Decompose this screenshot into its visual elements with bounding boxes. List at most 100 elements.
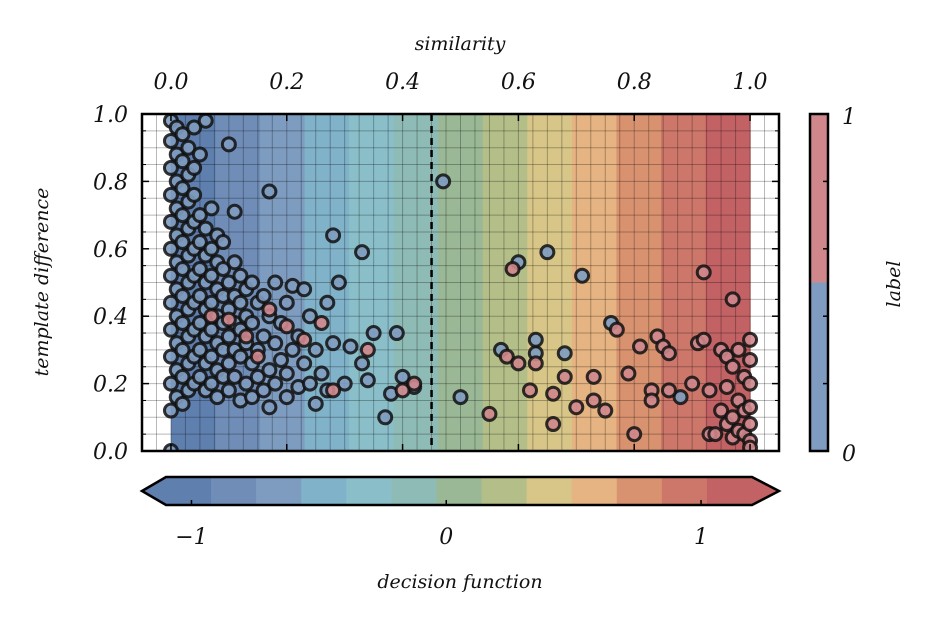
data-point-label-0 [278,389,295,406]
data-point-label-1 [498,348,515,365]
data-point-label-0 [249,368,266,385]
data-point-label-1 [730,341,747,358]
data-point-label-0 [174,207,191,224]
data-point-label-0 [174,314,191,331]
data-point-label-0 [186,159,203,176]
y-tick-label: 0.2 [93,373,128,398]
data-point-label-1 [585,368,602,385]
y-tick-label: 0.0 [93,440,128,465]
data-point-label-0 [574,267,591,284]
decision-colorbar-segment [706,477,753,505]
data-point-label-0 [342,338,359,355]
data-point-label-0 [174,287,191,304]
data-point-label-0 [220,355,237,372]
decision-colorbar-segment [436,477,483,505]
data-point-label-1 [585,392,602,409]
data-point-label-0 [197,114,214,129]
data-point-label-0 [186,186,203,203]
data-point-label-0 [452,389,469,406]
data-point-label-0 [174,395,191,412]
label-colorbar-segment-1 [810,114,828,283]
data-point-label-0 [672,389,689,406]
data-point-label-0 [220,274,237,291]
data-point-label-1 [278,318,295,335]
data-point-label-0 [330,274,347,291]
decision-colorbar-extend-low [142,477,166,505]
data-point-label-0 [226,368,243,385]
data-point-label-1 [394,382,411,399]
data-point-label-0 [220,382,237,399]
data-point-label-1 [510,355,527,372]
data-point-label-0 [267,375,284,392]
data-point-label-1 [313,314,330,331]
decision-colorbar-title: decision function [377,571,542,593]
data-point-label-1 [695,331,712,348]
data-point-label-0 [174,341,191,358]
decision-colorbar-segment [661,477,708,505]
data-point-label-0 [180,139,197,156]
data-point-label-0 [267,335,284,352]
top-axis-label: similarity [415,33,506,55]
data-point-label-0 [261,362,278,379]
data-point-label-1 [707,426,724,443]
data-point-label-0 [203,348,220,365]
data-point-label-0 [354,355,371,372]
y-tick-label: 1.0 [93,103,128,128]
label-colorbar-tick-label: 1 [842,105,856,130]
x-tick-label: 0.8 [617,70,652,95]
data-point-label-0 [197,220,214,237]
data-point-label-1 [620,365,637,382]
decision-colorbar-segment [391,477,438,505]
data-point-label-1 [643,392,660,409]
data-point-label-0 [307,395,324,412]
data-point-label-0 [162,375,179,392]
x-tick-label: 0.2 [269,70,304,95]
data-point-label-0 [377,409,394,426]
data-point-label-1 [220,311,237,328]
data-point-label-1 [608,321,625,338]
data-point-label-0 [267,274,284,291]
decision-colorbar-segment [526,477,573,505]
data-point-label-1 [556,368,573,385]
data-point-label-0 [174,234,191,251]
data-point-label-0 [255,328,272,345]
data-point-label-0 [527,331,544,348]
data-point-label-1 [724,409,741,426]
data-point-label-0 [191,368,208,385]
data-point-label-0 [278,294,295,311]
data-point-label-1 [684,375,701,392]
data-point-label-0 [284,341,301,358]
data-point-label-1 [632,338,649,355]
data-point-label-0 [354,244,371,261]
data-point-label-1 [713,402,730,419]
data-point-label-0 [556,345,573,362]
data-point-label-0 [174,180,191,197]
data-point-label-0 [162,186,179,203]
data-point-label-1 [296,331,313,348]
data-point-label-0 [215,261,232,278]
decision-colorbar: −1 0 1 [139,475,782,550]
data-point-label-0 [232,294,249,311]
decision-band [482,114,528,451]
data-point-label-0 [232,348,249,365]
data-point-label-0 [191,341,208,358]
data-point-label-0 [191,146,208,163]
data-point-label-1 [504,261,521,278]
data-point-label-0 [255,287,272,304]
data-point-label-0 [296,281,313,298]
data-point-label-1 [597,402,614,419]
data-point-label-0 [191,234,208,251]
x-tick-label: 1.0 [733,70,768,95]
data-point-label-1 [660,382,677,399]
data-point-label-0 [301,375,318,392]
data-point-label-0 [209,389,226,406]
data-point-label-0 [232,267,249,284]
data-point-label-1 [545,385,562,402]
data-point-label-0 [203,375,220,392]
data-point-label-1 [742,399,759,416]
y-tick-label: 0.6 [93,238,128,263]
data-point-label-0 [174,368,191,385]
label-colorbar-tick-label: 0 [842,442,856,467]
data-point-label-0 [220,136,237,153]
